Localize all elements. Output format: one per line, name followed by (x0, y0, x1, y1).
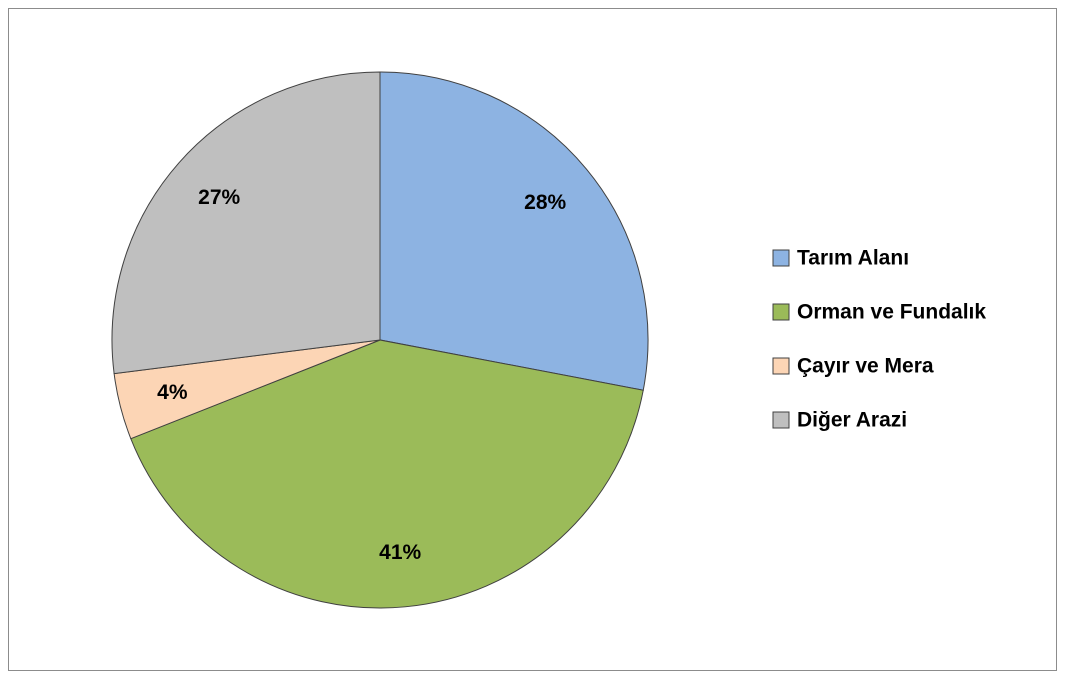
legend-swatch (772, 357, 790, 375)
pie-slice (379, 71, 649, 391)
data-label: 41% (379, 541, 421, 564)
legend-label: Çayır ve Mera (797, 355, 934, 378)
pie-slice (130, 339, 644, 609)
legend-swatch (772, 303, 790, 321)
legend-swatch (772, 411, 790, 429)
legend-label: Orman ve Fundalık (797, 301, 986, 324)
legend-label: Diğer Arazi (797, 409, 907, 432)
data-label: 27% (198, 186, 240, 209)
data-label: 28% (524, 191, 566, 214)
legend-swatch (772, 249, 790, 267)
legend-label: Tarım Alanı (797, 247, 909, 270)
data-label: 4% (157, 381, 188, 404)
pie-slice (111, 71, 381, 375)
